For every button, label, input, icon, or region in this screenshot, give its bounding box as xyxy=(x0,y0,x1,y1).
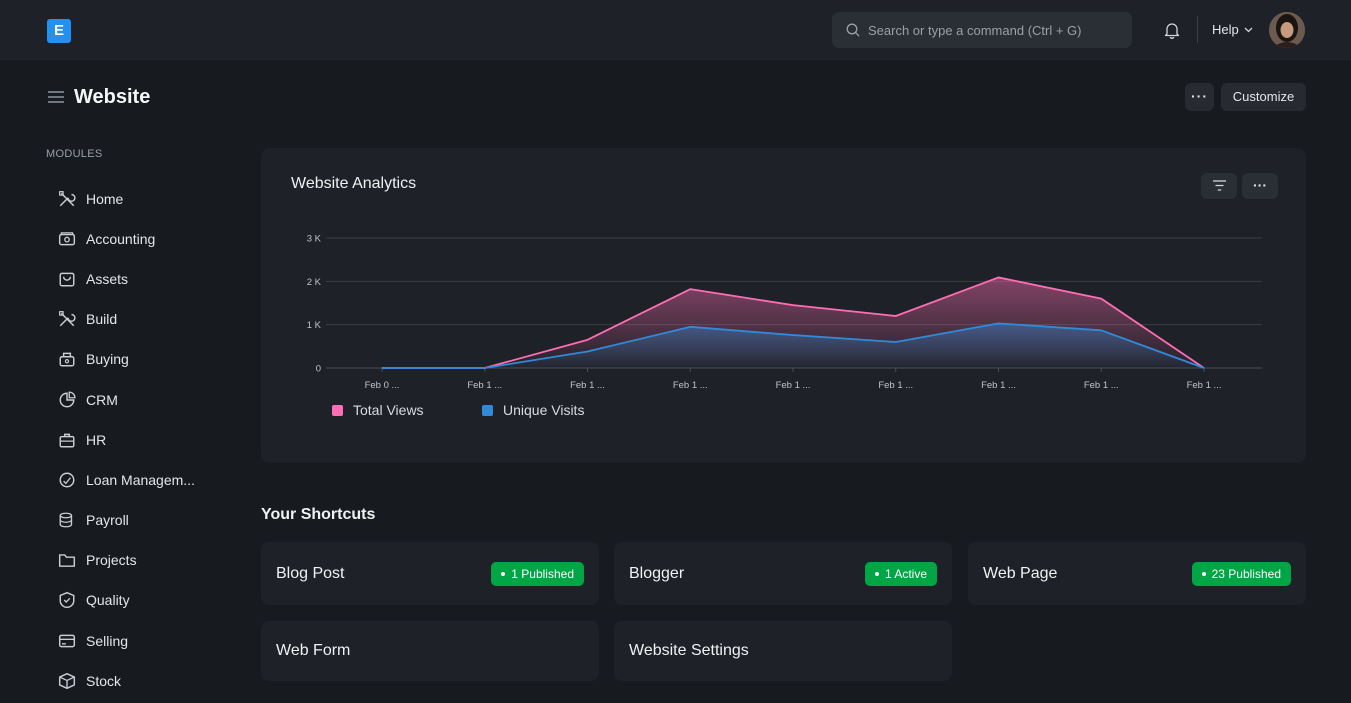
sidebar-item-stock[interactable]: Stock xyxy=(58,668,121,694)
sidebar-item-home[interactable]: Home xyxy=(58,186,123,212)
search-icon xyxy=(846,23,860,37)
avatar[interactable] xyxy=(1269,12,1305,48)
search-input[interactable] xyxy=(868,12,1128,48)
shortcut-blog-post[interactable]: Blog Post 1 Published xyxy=(261,542,599,605)
status-badge: 23 Published xyxy=(1191,561,1291,586)
sidebar-item-label: Selling xyxy=(86,633,129,649)
sidebar-item-label: Buying xyxy=(86,351,129,367)
help-label: Help xyxy=(1212,22,1239,37)
help-dropdown[interactable]: Help xyxy=(1212,22,1253,37)
navbar-divider xyxy=(1197,16,1198,43)
sidebar-item-buying[interactable]: Buying xyxy=(58,346,129,372)
sidebar-item-label: CRM xyxy=(86,392,118,408)
x-tick-label: Feb 1 ... xyxy=(1084,380,1119,391)
cart-icon xyxy=(59,352,75,367)
sidebar-item-label: Accounting xyxy=(86,231,156,247)
pie-icon xyxy=(59,391,76,408)
sidebar-item-label: Stock xyxy=(86,673,122,689)
shortcut-web-form[interactable]: Web Form xyxy=(261,621,599,681)
box-icon xyxy=(58,672,76,690)
coins-icon xyxy=(59,512,73,528)
status-badge: 1 Active xyxy=(864,561,937,586)
shortcut-label: Web Page xyxy=(983,564,1058,582)
card-icon xyxy=(58,634,76,648)
sidebar-item-selling[interactable]: Selling xyxy=(58,628,128,654)
x-tick-label: Feb 1 ... xyxy=(776,380,811,391)
chevron-down-icon xyxy=(1244,27,1253,32)
sidebar-item-accounting[interactable]: Accounting xyxy=(58,226,155,252)
page-more-button[interactable]: ··· xyxy=(1185,83,1214,111)
sidebar-item-label: Loan Managem... xyxy=(86,472,195,488)
briefcase-icon xyxy=(59,433,75,448)
sidebar-item-projects[interactable]: Projects xyxy=(58,547,137,573)
y-tick-label: 3 K xyxy=(307,234,322,245)
x-tick-label: Feb 0 ... xyxy=(365,380,400,391)
legend-item-unique-visits[interactable]: Unique Visits xyxy=(482,402,584,418)
analytics-chart: 0 1 K 2 K 3 K Feb 0 ... Feb 1 ... Feb 1 ... Feb… xyxy=(307,234,1262,391)
sidebar-item-quality[interactable]: Quality xyxy=(58,587,130,613)
filter-icon xyxy=(1212,180,1226,191)
sidebar-section-label: MODULES xyxy=(46,148,103,160)
legend-label: Unique Visits xyxy=(503,402,585,418)
legend-swatch xyxy=(482,404,493,416)
legend-label: Total Views xyxy=(353,402,424,418)
x-tick-label: Feb 1 ... xyxy=(878,380,913,391)
bell-icon[interactable] xyxy=(1162,20,1182,40)
series-area-unique-visits xyxy=(382,323,1204,368)
legend-item-total-views[interactable]: Total Views xyxy=(332,402,424,418)
tools-icon xyxy=(59,191,76,207)
money-icon xyxy=(58,232,76,246)
app-logo[interactable]: E xyxy=(47,19,71,43)
page-header: Website ··· Customize xyxy=(0,60,1351,136)
sidebar-item-assets[interactable]: Assets xyxy=(58,266,128,292)
x-tick-label: Feb 1 ... xyxy=(673,380,708,391)
filter-button[interactable] xyxy=(1201,173,1237,199)
sidebar-item-loan-managem[interactable]: Loan Managem... xyxy=(58,467,195,493)
y-tick-label: 0 xyxy=(316,364,321,375)
avatar-image xyxy=(1269,12,1305,48)
page-title: Website xyxy=(74,86,151,108)
search-bar[interactable] xyxy=(832,12,1132,48)
shield-icon xyxy=(59,591,75,609)
analytics-title: Website Analytics xyxy=(291,175,417,192)
top-navbar: E Help xyxy=(0,0,1351,60)
tools-icon xyxy=(59,311,76,327)
legend-swatch xyxy=(332,404,343,416)
folder-icon xyxy=(58,554,76,567)
sidebar: MODULES xyxy=(46,148,216,186)
shortcut-website-settings[interactable]: Website Settings xyxy=(614,621,952,681)
analytics-card: Website Analytics ··· 0 1 K 2 K 3 K Feb 0 ..… xyxy=(261,148,1306,463)
sidebar-item-hr[interactable]: HR xyxy=(58,427,106,453)
sidebar-item-crm[interactable]: CRM xyxy=(58,387,118,413)
sidebar-item-payroll[interactable]: Payroll xyxy=(58,507,129,533)
customize-button[interactable]: Customize xyxy=(1221,83,1306,111)
status-badge: 1 Published xyxy=(491,561,584,586)
shortcuts-title: Your Shortcuts xyxy=(261,506,376,523)
x-tick-label: Feb 1 ... xyxy=(981,380,1016,391)
analytics-more-button[interactable]: ··· xyxy=(1242,173,1278,199)
loan-icon xyxy=(59,472,75,488)
shortcut-label: Web Form xyxy=(276,642,351,659)
x-tick-label: Feb 1 ... xyxy=(1187,380,1222,391)
shortcut-label: Website Settings xyxy=(629,642,749,659)
sidebar-item-build[interactable]: Build xyxy=(58,306,117,332)
sidebar-item-label: Quality xyxy=(86,592,130,608)
sidebar-item-label: Projects xyxy=(86,552,137,568)
y-tick-label: 1 K xyxy=(307,320,322,331)
bag-icon xyxy=(59,272,75,287)
sidebar-item-label: HR xyxy=(86,432,107,448)
sidebar-item-label: Home xyxy=(86,191,124,207)
sidebar-item-label: Build xyxy=(86,311,118,327)
shortcut-label: Blog Post xyxy=(276,564,345,582)
y-tick-label: 2 K xyxy=(307,277,322,288)
shortcut-label: Blogger xyxy=(629,564,685,582)
shortcut-blogger[interactable]: Blogger 1 Active xyxy=(614,542,952,605)
x-tick-label: Feb 1 ... xyxy=(570,380,605,391)
sidebar-item-label: Payroll xyxy=(86,512,129,528)
sidebar-item-label: Assets xyxy=(86,271,129,287)
menu-icon[interactable] xyxy=(48,91,64,103)
x-tick-label: Feb 1 ... xyxy=(467,380,502,391)
shortcut-web-page[interactable]: Web Page 23 Published xyxy=(968,542,1306,605)
